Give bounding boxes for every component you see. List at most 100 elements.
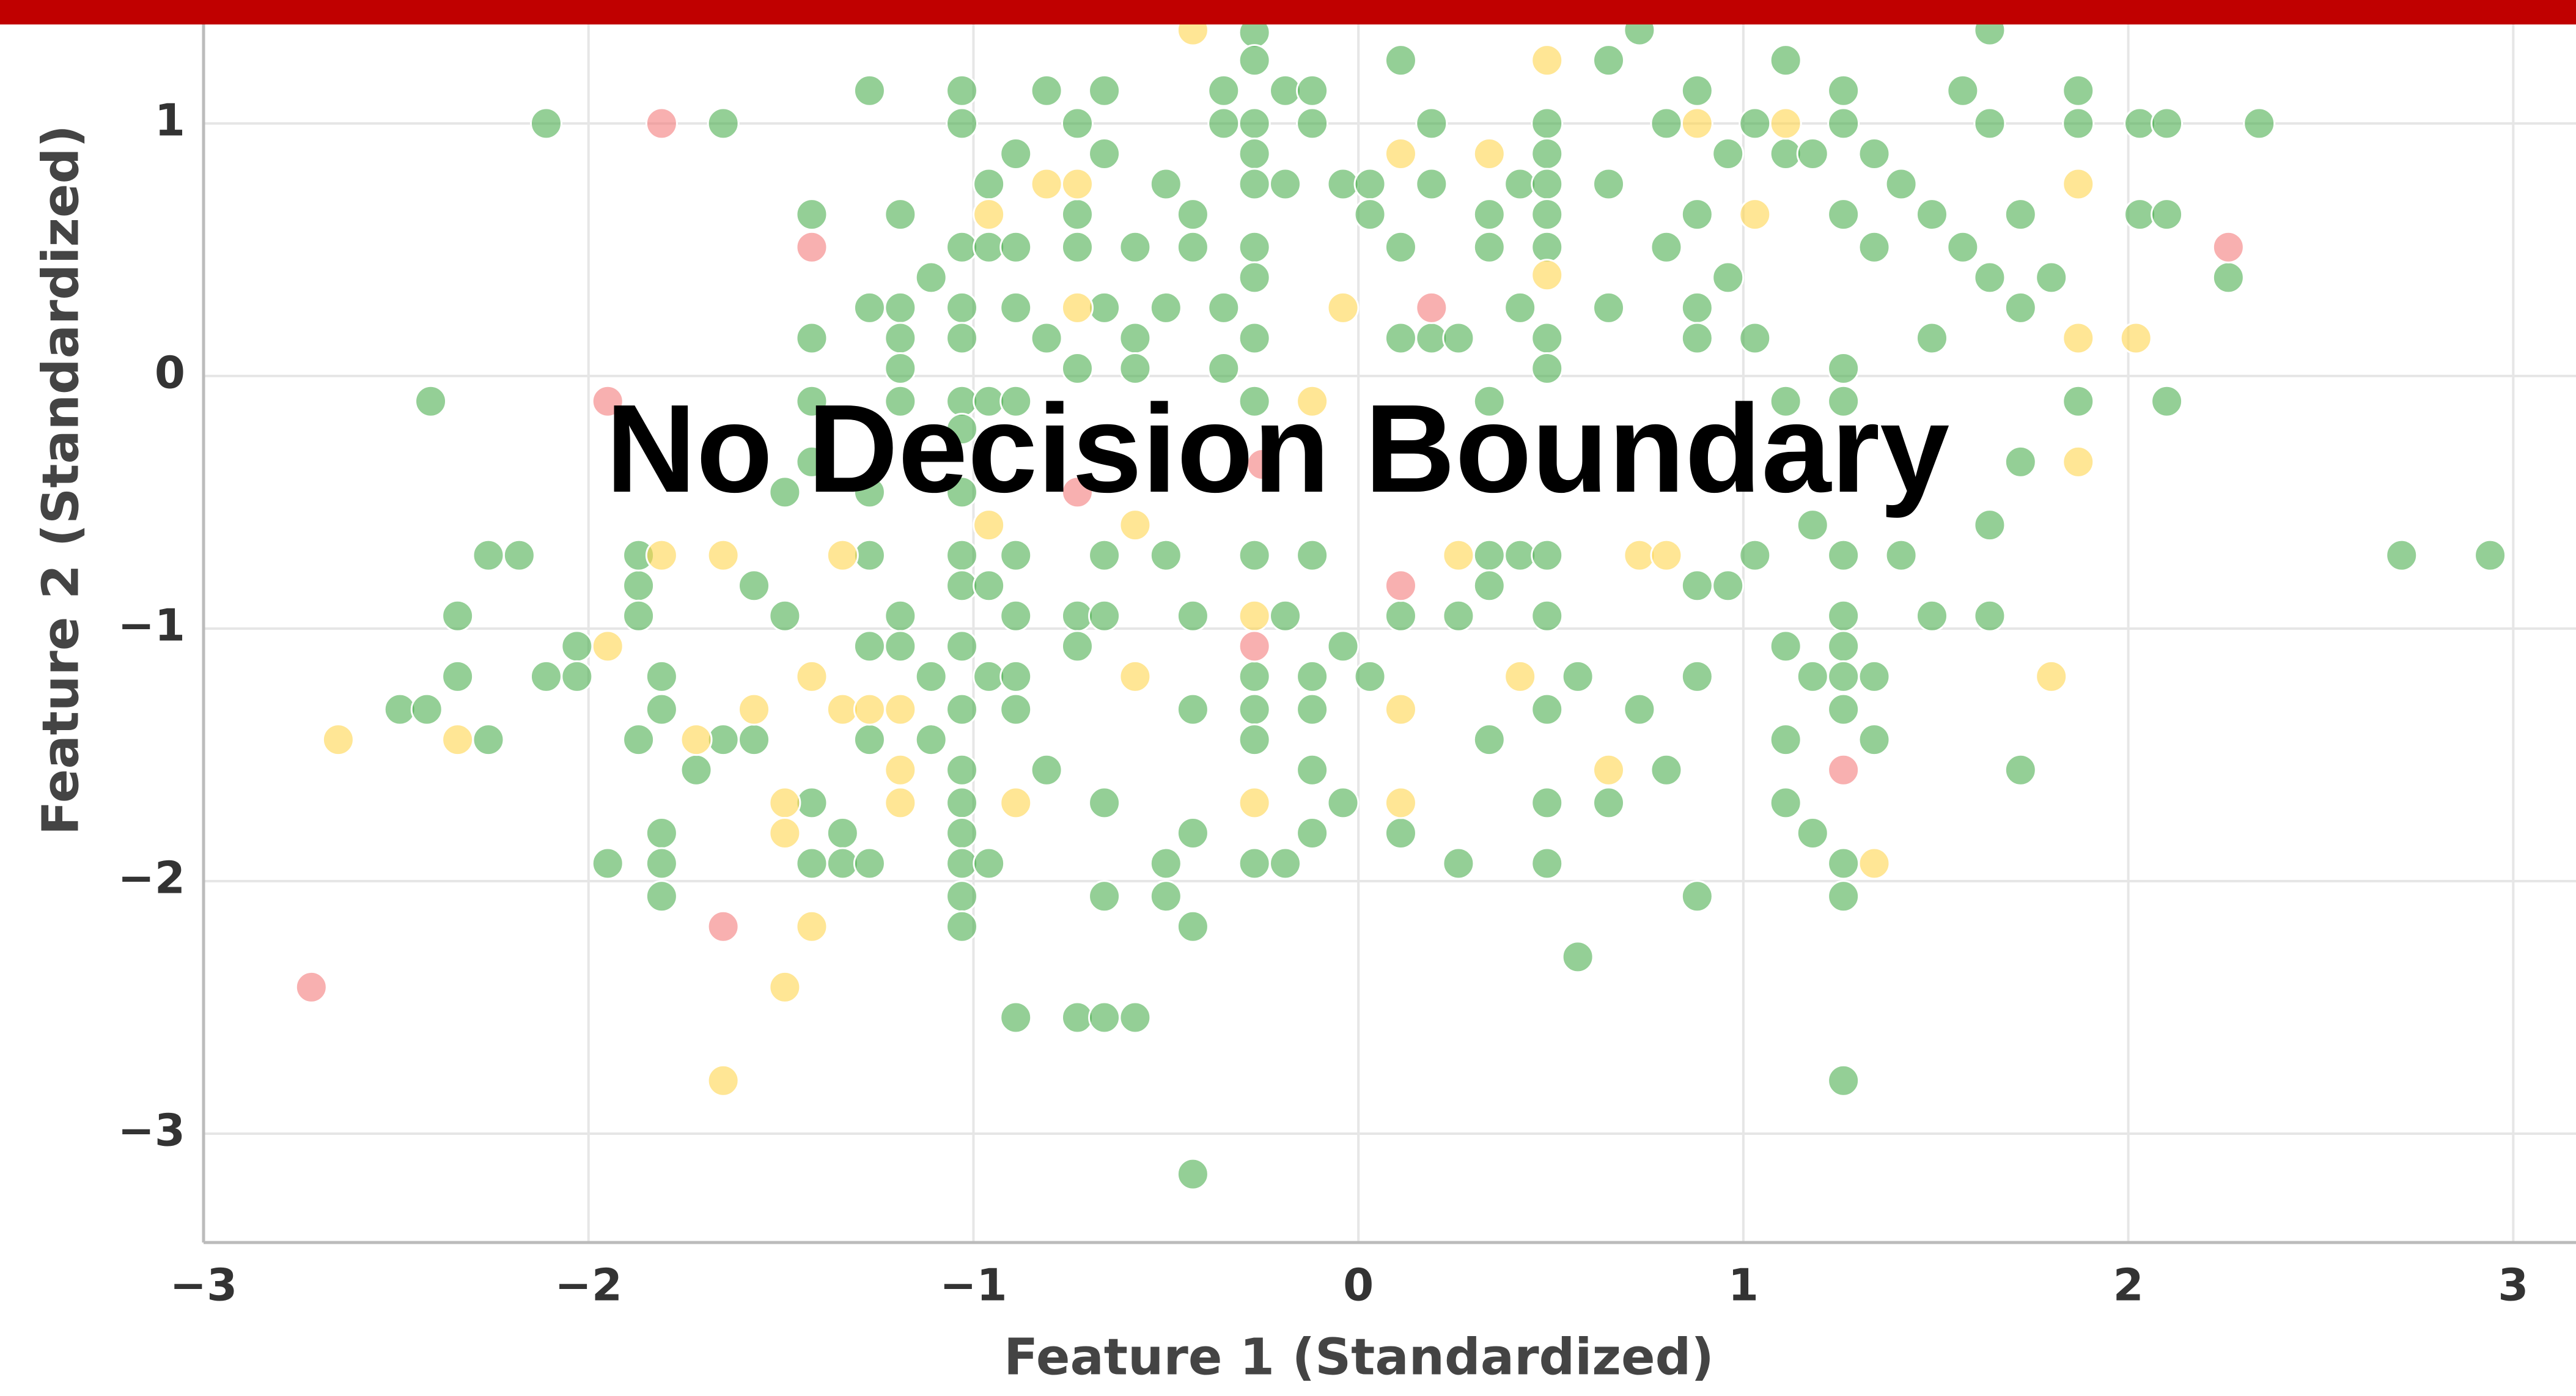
point: [768, 786, 801, 819]
point: [1353, 660, 1386, 693]
point: [1531, 847, 1564, 880]
point: [561, 630, 594, 663]
point: [1238, 660, 1271, 693]
point: [645, 816, 678, 849]
point: [1680, 198, 1713, 231]
point: [1769, 786, 1802, 819]
point: [1238, 847, 1271, 880]
point: [1531, 168, 1564, 201]
point: [1592, 291, 1625, 324]
point: [1827, 660, 1860, 693]
point: [1061, 107, 1094, 140]
point: [1207, 107, 1240, 140]
x-tick-label: 3: [2498, 1260, 2528, 1311]
point: [1473, 137, 1506, 170]
point: [707, 723, 740, 756]
point: [1415, 107, 1448, 140]
point: [1769, 630, 1802, 663]
point: [1176, 231, 1209, 264]
point: [853, 74, 886, 107]
point: [1296, 816, 1329, 849]
point: [946, 786, 979, 819]
point: [999, 693, 1032, 726]
point: [441, 660, 474, 693]
point: [1088, 291, 1121, 324]
point: [1827, 1064, 1860, 1097]
point: [591, 630, 624, 663]
point: [707, 1064, 740, 1097]
point: [884, 385, 917, 418]
point: [795, 322, 828, 355]
point: [1531, 44, 1564, 77]
point: [645, 107, 678, 140]
point: [973, 660, 1006, 693]
point: [1769, 137, 1802, 170]
x-tick-label: −3: [170, 1260, 237, 1311]
point: [1827, 599, 1860, 632]
point: [853, 476, 886, 509]
point: [1915, 322, 1948, 355]
point: [1739, 322, 1772, 355]
point: [2243, 107, 2276, 140]
point: [1531, 693, 1564, 726]
point: [826, 816, 859, 849]
point: [1176, 198, 1209, 231]
point: [1088, 786, 1121, 819]
grid: [202, 24, 2576, 1243]
point: [1119, 509, 1152, 542]
point: [1973, 107, 2006, 140]
point: [1769, 107, 1802, 140]
point: [2035, 261, 2068, 294]
point: [1238, 599, 1271, 632]
point: [884, 198, 917, 231]
point: [1769, 44, 1802, 77]
point: [645, 693, 678, 726]
point: [973, 509, 1006, 542]
point: [2035, 660, 2068, 693]
point: [1088, 137, 1121, 170]
point: [1592, 44, 1625, 77]
point: [738, 723, 771, 756]
point: [2474, 539, 2507, 572]
point: [2004, 445, 2037, 478]
point: [680, 753, 713, 786]
point: [1119, 660, 1152, 693]
point: [795, 660, 828, 693]
point: [1473, 231, 1506, 264]
point: [1176, 816, 1209, 849]
point: [946, 816, 979, 849]
point: [1296, 107, 1329, 140]
point: [1858, 137, 1891, 170]
point: [1030, 168, 1063, 201]
point: [1415, 168, 1448, 201]
point: [1561, 660, 1594, 693]
point: [1885, 539, 1918, 572]
point: [738, 569, 771, 602]
point: [1796, 137, 1829, 170]
point: [472, 539, 505, 572]
point: [645, 880, 678, 913]
point: [2062, 107, 2095, 140]
point: [1858, 847, 1891, 880]
point: [1442, 599, 1475, 632]
point: [973, 847, 1006, 880]
point: [645, 539, 678, 572]
point: [1238, 539, 1271, 572]
point: [946, 880, 979, 913]
point: [680, 723, 713, 756]
point: [884, 322, 917, 355]
point: [1973, 261, 2006, 294]
point: [946, 413, 979, 446]
x-tick-label: 2: [2113, 1260, 2144, 1311]
point: [1238, 693, 1271, 726]
point: [1739, 539, 1772, 572]
point: [768, 970, 801, 1003]
point: [999, 660, 1032, 693]
point: [322, 723, 355, 756]
point: [2004, 753, 2037, 786]
point: [561, 660, 594, 693]
point: [1061, 599, 1094, 632]
point: [1238, 786, 1271, 819]
point: [645, 847, 678, 880]
point: [973, 231, 1006, 264]
